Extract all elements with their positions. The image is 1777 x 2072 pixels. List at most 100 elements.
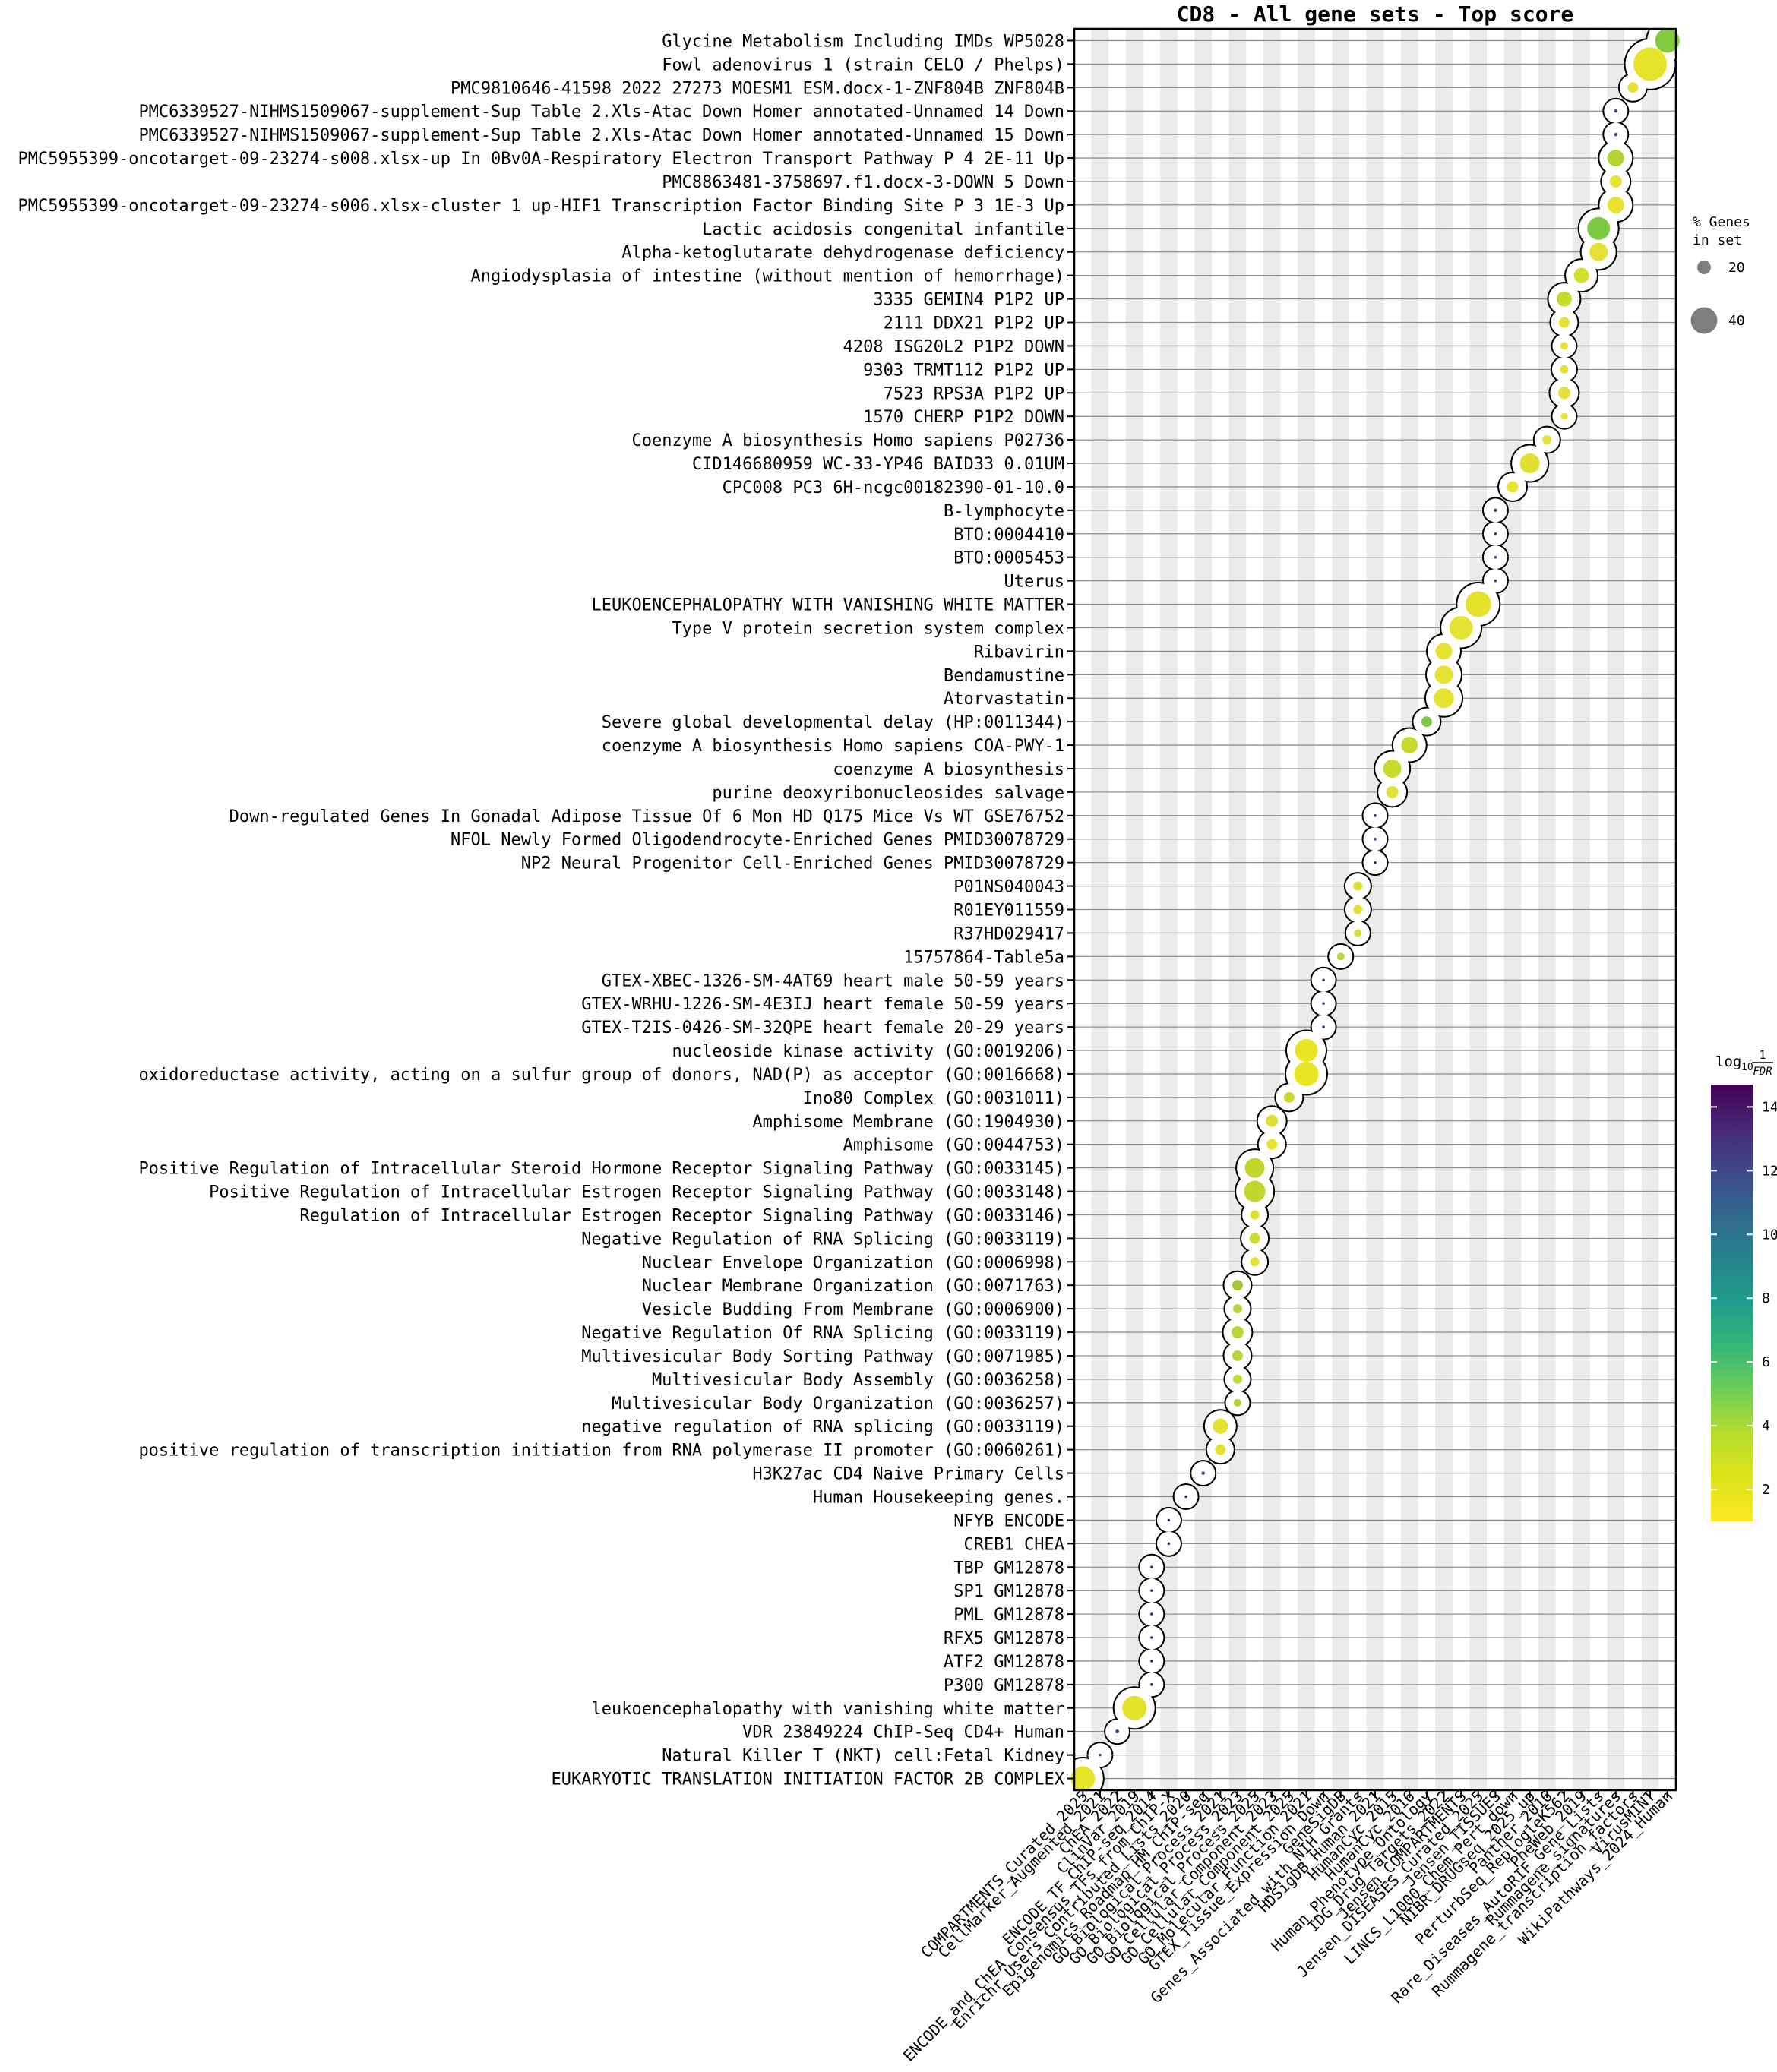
colorbar-title-sub: 10 xyxy=(1741,1062,1753,1073)
y-axis-label: EUKARYOTIC TRANSLATION INITIATION FACTOR… xyxy=(551,1770,1064,1789)
y-axis-label: nucleoside kinase activity (GO:0019206) xyxy=(672,1042,1064,1061)
dot xyxy=(1150,1612,1153,1616)
colorbar-tick-label: 14 xyxy=(1762,1099,1777,1115)
dot xyxy=(1233,1398,1241,1407)
dot xyxy=(1283,1091,1295,1103)
dot xyxy=(1322,978,1325,982)
dot xyxy=(1336,952,1345,961)
chart-title: CD8 - All gene sets - Top score xyxy=(1177,2,1574,27)
y-axis-label: Glycine Metabolism Including IMDs WP5028 xyxy=(662,32,1064,51)
y-axis-label: Positive Regulation of Intracellular Ste… xyxy=(138,1160,1064,1179)
y-axis-label: leukoencephalopathy with vanishing white… xyxy=(591,1700,1064,1719)
colorbar-tick-label: 4 xyxy=(1762,1418,1770,1434)
y-axis-label: NP2 Neural Progenitor Cell-Enriched Gene… xyxy=(521,854,1064,873)
y-axis-label: 15757864-Table5a xyxy=(903,948,1064,967)
y-axis-label: negative regulation of RNA splicing (GO:… xyxy=(581,1418,1064,1437)
colorbar-frac-num: 1 xyxy=(1759,1048,1766,1062)
y-axis-label: R37HD029417 xyxy=(953,924,1064,943)
y-axis-label: Negative Regulation Of RNA Splicing (GO:… xyxy=(581,1324,1064,1343)
y-axis-label: BTO:0004410 xyxy=(953,526,1064,545)
y-axis-label: Type V protein secretion system complex xyxy=(672,619,1064,638)
dot xyxy=(1374,814,1377,817)
row-gridlines xyxy=(1074,39,1676,1780)
dot xyxy=(1560,412,1568,420)
dot xyxy=(1244,1180,1266,1202)
y-axis-label: Atorvastatin xyxy=(944,690,1064,709)
y-axis-label: 4208 ISG20L2 P1P2 DOWN xyxy=(843,337,1064,356)
dot xyxy=(1122,1695,1147,1720)
dot xyxy=(1232,1280,1243,1291)
x-axis-labels: COMPARTMENTS_Curated_2025CellMarker_Augm… xyxy=(900,1787,1676,2065)
dot xyxy=(1421,716,1432,728)
dot xyxy=(1115,1729,1120,1734)
dot xyxy=(1250,1210,1260,1220)
dot xyxy=(1434,688,1454,709)
axis-ticks xyxy=(1067,39,1668,1798)
y-axis-label: CREB1 CHEA xyxy=(964,1535,1064,1554)
y-axis-label: PMC5955399-oncotarget-09-23274-s006.xlsx… xyxy=(18,197,1065,216)
y-axis-label: CID146680959 WC-33-YP46 BAID33 0.01UM xyxy=(692,455,1064,474)
size-legend-circle xyxy=(1690,307,1718,334)
dot xyxy=(1633,47,1668,81)
dot xyxy=(1374,837,1377,841)
dot xyxy=(1614,109,1617,113)
y-axis-label: Natural Killer T (NKT) cell:Fetal Kidney xyxy=(662,1747,1064,1766)
colorbar-frac-den: FDR xyxy=(1753,1066,1772,1078)
y-axis-label: Fowl adenovirus 1 (strain CELO / Phelps) xyxy=(662,55,1064,74)
y-axis-label: Multivesicular Body Assembly (GO:0036258… xyxy=(652,1371,1064,1390)
dot xyxy=(1184,1495,1187,1499)
size-legend-value: 20 xyxy=(1728,260,1745,276)
dot xyxy=(1542,435,1552,445)
y-axis-label: 1570 CHERP P1P2 DOWN xyxy=(863,408,1064,427)
dot xyxy=(1607,150,1624,167)
fdr-colorbar: log 10 1 FDR 14 12 10 8 6 4 2 xyxy=(1711,1048,1777,1521)
dot xyxy=(1386,785,1399,798)
y-axis-label: P01NS040043 xyxy=(953,878,1064,897)
dot xyxy=(1322,1002,1325,1005)
dot xyxy=(1614,132,1617,137)
y-axis-label: Angiodysplasia of intestine (without men… xyxy=(471,267,1064,286)
y-axis-label: 7523 RPS3A P1P2 UP xyxy=(884,384,1064,403)
colorbar-tick-label: 2 xyxy=(1762,1482,1770,1498)
dot xyxy=(1201,1471,1205,1475)
y-axis-label: TBP GM12878 xyxy=(953,1559,1064,1578)
size-legend: % Genes in set 20 40 xyxy=(1690,214,1750,334)
colorbar-ticks: 14 12 10 8 6 4 2 xyxy=(1711,1099,1777,1498)
dot xyxy=(1607,196,1624,213)
y-axis-label: oxidoreductase activity, acting on a sul… xyxy=(138,1066,1064,1085)
y-axis-label: coenzyme A biosynthesis xyxy=(833,760,1064,779)
dot xyxy=(1587,216,1611,240)
dot xyxy=(1266,1114,1279,1127)
dot xyxy=(1167,1542,1171,1546)
colorbar-tick-label: 8 xyxy=(1762,1290,1770,1306)
dot xyxy=(1215,1444,1226,1455)
y-axis-label: Amphisome (GO:0044753) xyxy=(843,1136,1064,1155)
dot xyxy=(1557,387,1570,400)
y-axis-label: CPC008 PC3 6H-ncgc00182390-01-10.0 xyxy=(722,479,1064,497)
dot xyxy=(1560,365,1569,374)
y-axis-label: Down-regulated Genes In Gonadal Adipose … xyxy=(229,807,1064,826)
dot xyxy=(1167,1518,1171,1522)
dot xyxy=(1383,759,1402,778)
y-axis-label: purine deoxyribonucleosides salvage xyxy=(712,784,1064,803)
dot xyxy=(1353,881,1363,891)
y-axis-label: Negative Regulation of RNA Splicing (GO:… xyxy=(581,1230,1064,1249)
y-axis-label: Lactic acidosis congenital infantile xyxy=(702,220,1064,239)
y-axis-label: Nuclear Membrane Organization (GO:007176… xyxy=(642,1277,1064,1296)
dot xyxy=(1295,1039,1318,1063)
y-axis-label: Vesicle Budding From Membrane (GO:000690… xyxy=(642,1300,1064,1319)
colorbar-title-log: log xyxy=(1715,1053,1741,1070)
y-axis-label: R01EY011559 xyxy=(953,902,1064,921)
dot xyxy=(1353,905,1363,914)
dot xyxy=(1494,555,1497,559)
dot xyxy=(1556,291,1572,307)
y-axis-label: Positive Regulation of Intracellular Est… xyxy=(209,1183,1064,1202)
dot xyxy=(1099,1753,1102,1757)
dot xyxy=(1494,532,1497,535)
y-axis-label: LEUKOENCEPHALOPATHY WITH VANISHING WHITE… xyxy=(591,596,1064,615)
y-axis-label: H3K27ac CD4 Naive Primary Cells xyxy=(752,1465,1064,1484)
dot xyxy=(1435,643,1453,660)
dot xyxy=(1507,481,1519,493)
y-axis-label: B-lymphocyte xyxy=(944,502,1064,521)
dot xyxy=(1609,175,1622,188)
